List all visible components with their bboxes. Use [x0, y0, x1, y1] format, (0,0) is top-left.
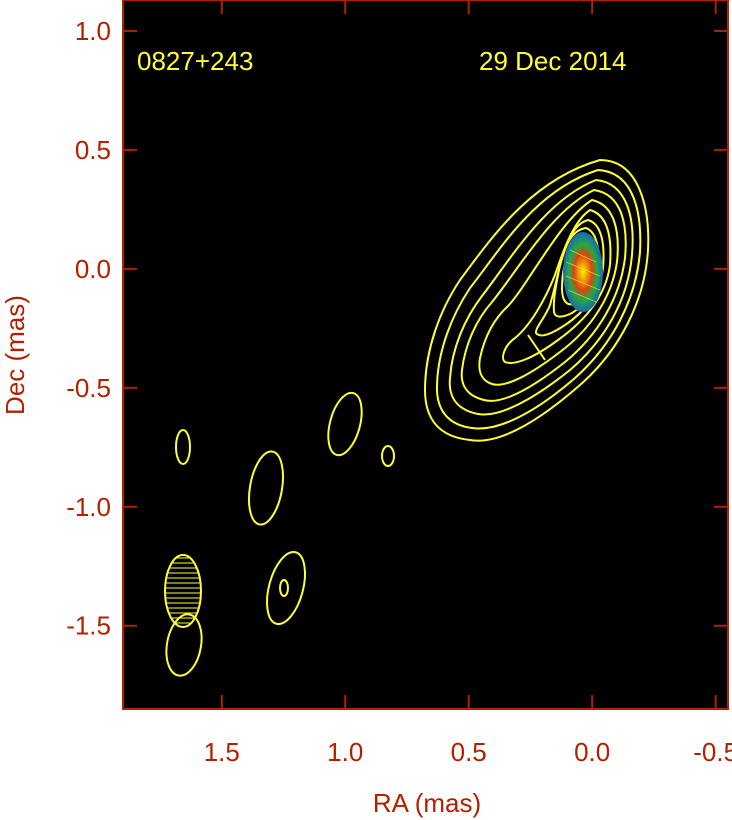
- plot-background: [123, 0, 728, 709]
- source-name-annotation: 0827+243: [137, 46, 253, 76]
- component-5-outer-contour: [265, 550, 307, 626]
- core-hatching: [565, 249, 601, 303]
- component-6-contour: [165, 613, 203, 677]
- main-jet-contour-1: [423, 158, 650, 442]
- y-tick-label: -1.0: [66, 492, 111, 522]
- core-emission: [563, 232, 603, 312]
- component-4-contour: [247, 450, 285, 526]
- y-tick-label: 0.5: [75, 135, 111, 165]
- x-axis-title: RA (mas): [373, 788, 481, 818]
- x-tick-label: 1.5: [204, 737, 240, 767]
- jet-components: [165, 391, 395, 677]
- main-jet-contour-4: [460, 188, 627, 402]
- contours-group: [423, 158, 650, 442]
- y-tick-label: 0.0: [75, 254, 111, 284]
- component-2-contour: [381, 445, 395, 467]
- axis-tick-labels: 1.5 1.0 0.5 0.0 -0.5 1.0 0.5 0.0 -0.5 -1.0 -1.5: [66, 16, 732, 767]
- y-axis-title: Dec (mas): [0, 295, 30, 415]
- component-5-inner-contour: [279, 579, 289, 597]
- main-jet-contour-5: [478, 198, 619, 386]
- y-tick-label: 1.0: [75, 16, 111, 46]
- component-1-contour: [327, 391, 363, 457]
- x-tick-label: 0.5: [451, 737, 487, 767]
- inner-contour-segment: [527, 334, 546, 361]
- plot-frame: [122, 0, 729, 710]
- x-tick-label: 0.0: [574, 737, 610, 767]
- core-blob: [563, 232, 603, 312]
- date-annotation: 29 Dec 2014: [479, 46, 626, 76]
- component-3-contour: [175, 429, 191, 465]
- y-tick-label: -1.5: [66, 611, 111, 641]
- x-tick-label: -0.5: [693, 737, 732, 767]
- main-jet-contour-6: [502, 208, 612, 364]
- y-tick-label: -0.5: [66, 373, 111, 403]
- main-jet-contour-3: [448, 178, 634, 416]
- main-jet-contour-2: [435, 168, 642, 430]
- beam-ellipse: [164, 554, 202, 628]
- x-tick-label: 1.0: [327, 737, 363, 767]
- axis-ticks: [123, 0, 728, 709]
